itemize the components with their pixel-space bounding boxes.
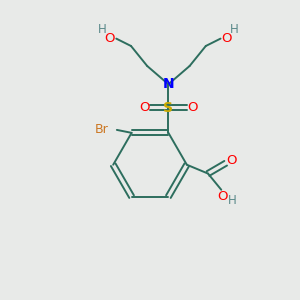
Text: H: H: [228, 194, 237, 207]
Text: O: O: [187, 101, 198, 114]
Text: O: O: [226, 154, 237, 167]
Text: O: O: [139, 101, 149, 114]
Text: O: O: [222, 32, 232, 44]
Text: H: H: [98, 23, 106, 36]
Text: N: N: [163, 77, 174, 91]
Text: O: O: [218, 190, 228, 203]
Text: S: S: [164, 101, 173, 115]
Text: O: O: [105, 32, 115, 44]
Text: H: H: [230, 23, 239, 36]
Text: Br: Br: [94, 123, 108, 136]
